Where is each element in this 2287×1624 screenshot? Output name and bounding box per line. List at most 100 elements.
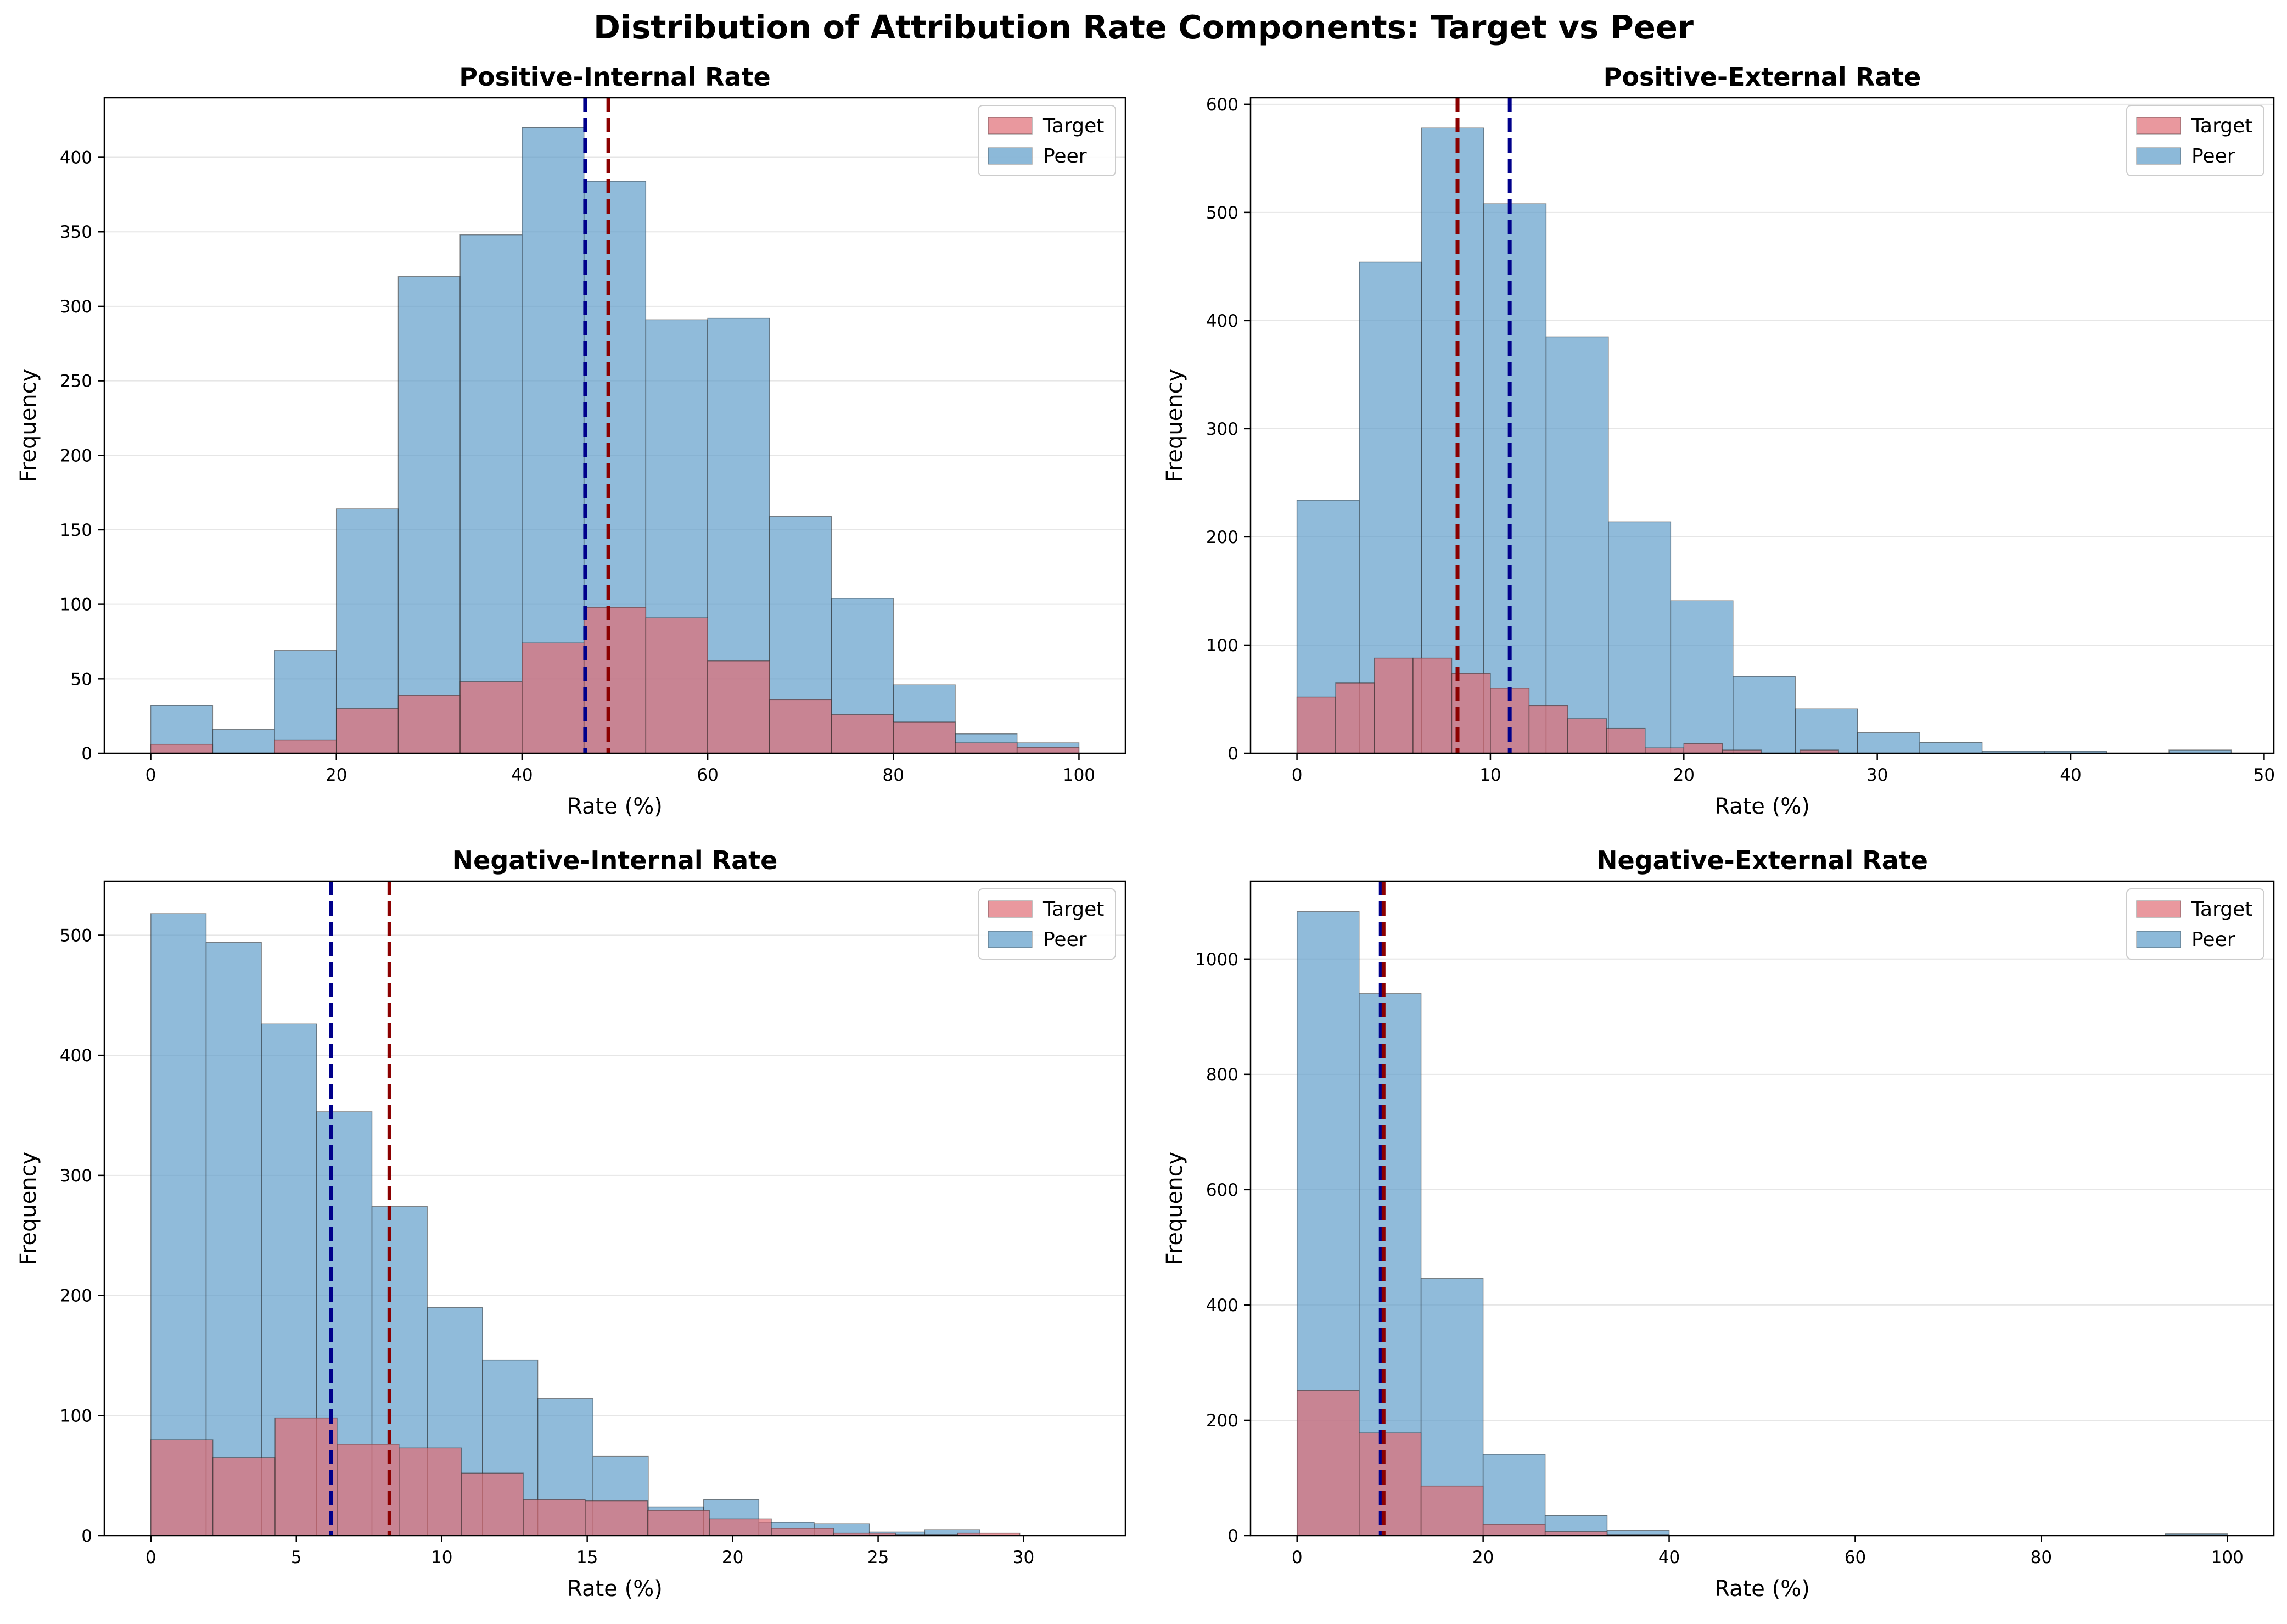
peer-bar (1670, 600, 1734, 754)
x-tick-label: 40 (2060, 765, 2081, 785)
y-axis-label: Frequency (16, 1152, 41, 1265)
x-axis-label: Rate (%) (567, 1576, 663, 1601)
axes-frame (103, 97, 1126, 754)
y-axis-label: Frequency (1162, 369, 1187, 483)
peer-bar (1795, 708, 1858, 754)
legend-label-peer: Peer (1043, 928, 1087, 951)
target-bar (771, 1528, 834, 1536)
legend: Target Peer (2126, 105, 2264, 176)
x-tick-label: 25 (867, 1548, 889, 1567)
panel-1: 0 20 40 60 80 100 0 50 100 150 200 250 300 350 400 Posi… (16, 62, 1126, 819)
panel-title: Negative-External Rate (1596, 845, 1928, 875)
target-bar (459, 681, 523, 754)
x-tick-label: 20 (1472, 1548, 1494, 1567)
x-tick-label: 10 (431, 1548, 452, 1567)
x-tick-label: 60 (697, 765, 718, 785)
x-tick-label: 0 (1292, 1548, 1303, 1567)
legend-label-target: Target (2191, 115, 2252, 137)
y-tick-label: 800 (1206, 1065, 1238, 1085)
x-tick-label: 40 (1658, 1548, 1680, 1567)
x-tick-label: 100 (2211, 1548, 2244, 1567)
legend-label-target: Target (2191, 898, 2252, 921)
y-tick-label: 500 (60, 926, 92, 945)
y-tick-label: 0 (81, 1526, 92, 1546)
target-bar (647, 1510, 710, 1536)
target-bar (1296, 696, 1336, 754)
target-bar (709, 1518, 772, 1536)
y-tick-label: 200 (1206, 1411, 1238, 1431)
y-tick-label: 400 (1206, 311, 1238, 331)
y-tick-label: 300 (1206, 419, 1238, 439)
x-tick-label: 20 (722, 1548, 743, 1567)
target-bar (397, 695, 461, 754)
panel-title: Negative-Internal Rate (452, 845, 778, 875)
legend-swatch-target (988, 900, 1033, 918)
target-bar (1645, 747, 1685, 754)
legend-swatch-target (2136, 117, 2181, 135)
x-tick-label: 0 (145, 1548, 156, 1567)
peer-bar (1733, 676, 1796, 754)
peer-bar (1483, 203, 1547, 754)
target-bar (461, 1472, 524, 1536)
peer-bar (150, 913, 207, 1536)
x-tick-label: 80 (2031, 1548, 2052, 1567)
target-bar (523, 1499, 586, 1536)
legend-label-peer: Peer (2191, 928, 2235, 951)
peer-bar (1421, 127, 1484, 754)
y-tick-label: 300 (60, 297, 92, 317)
target-bar (645, 617, 708, 754)
peer-bar (1545, 336, 1609, 754)
x-tick-label: 30 (1866, 765, 1888, 785)
x-axis-label: Rate (%) (567, 794, 663, 819)
target-bar (769, 699, 832, 754)
x-axis-label: Rate (%) (1714, 794, 1810, 819)
peer-bar (1482, 1454, 1546, 1536)
y-tick-label: 0 (81, 744, 92, 764)
target-bar (1567, 718, 1607, 754)
x-tick-label: 5 (291, 1548, 302, 1567)
y-tick-label: 0 (1227, 744, 1238, 764)
x-tick-label: 15 (576, 1548, 598, 1567)
target-bar (585, 1500, 648, 1536)
y-tick-label: 350 (60, 222, 92, 242)
y-axis-label: Frequency (16, 369, 41, 483)
target-bar (955, 742, 1018, 754)
x-tick-label: 60 (1845, 1548, 1866, 1567)
y-tick-label: 200 (1206, 528, 1238, 547)
legend-swatch-peer (2136, 931, 2181, 948)
x-tick-label: 0 (145, 765, 156, 785)
target-bar (1482, 1524, 1546, 1536)
peer-bar (1919, 742, 1983, 754)
axes-frame (103, 880, 1126, 1537)
legend-swatch-peer (2136, 147, 2181, 165)
axes-frame (1249, 97, 2275, 754)
axes-frame (1249, 880, 2275, 1537)
y-tick-label: 200 (60, 446, 92, 466)
target-bar (583, 607, 647, 754)
peer-bar (205, 942, 262, 1536)
y-tick-label: 100 (60, 595, 92, 615)
y-tick-label: 250 (60, 372, 92, 391)
x-tick-label: 100 (1063, 765, 1095, 785)
target-bar (893, 721, 956, 754)
x-tick-label: 10 (1479, 765, 1501, 785)
panel-title: Positive-Internal Rate (459, 62, 770, 92)
target-bar (150, 1439, 214, 1536)
target-bar (1296, 1390, 1360, 1536)
x-tick-label: 0 (1292, 765, 1303, 785)
y-axis-label: Frequency (1162, 1152, 1187, 1265)
target-bar (1412, 657, 1453, 754)
panel-4: 0 20 40 60 80 10002004006008001000Negative-Ex… (1162, 845, 2275, 1601)
x-axis-label: Rate (%) (1714, 1576, 1810, 1601)
legend: Target Peer (2126, 888, 2264, 960)
target-bar (335, 708, 399, 754)
legend-label-target: Target (1042, 115, 1104, 137)
legend-label-target: Target (1042, 898, 1104, 921)
panel-2: 0 10 20 30 40 500100200300400500600Positive-E… (1162, 62, 2275, 819)
x-tick-label: 30 (1013, 1548, 1034, 1567)
target-bar (274, 1417, 338, 1536)
peer-bar (212, 729, 275, 754)
y-tick-label: 50 (71, 669, 92, 689)
peer-bar (1608, 521, 1672, 754)
y-tick-label: 600 (1206, 1180, 1238, 1200)
